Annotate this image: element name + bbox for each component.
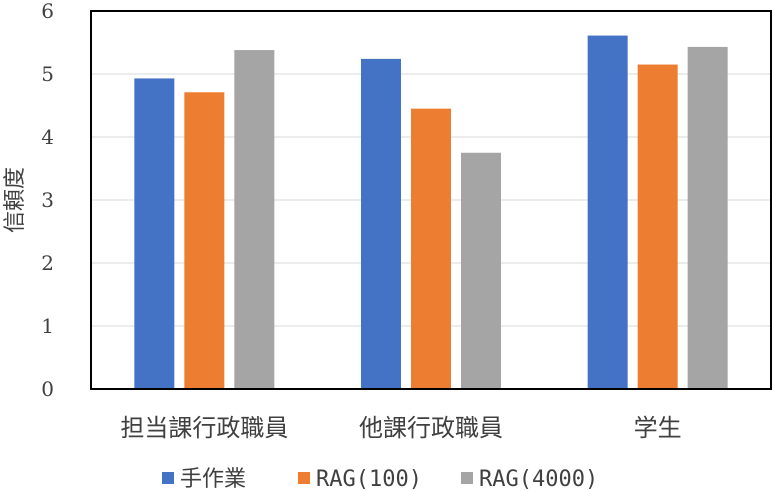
x-category-label: 他課行政職員 — [359, 414, 503, 442]
legend-item: RAG(100) — [298, 467, 422, 491]
y-tick-label: 6 — [41, 0, 54, 23]
legend-swatch — [298, 472, 310, 484]
bar — [687, 46, 728, 389]
bar — [461, 152, 501, 389]
legend-label: 手作業 — [180, 467, 246, 491]
legend-swatch — [461, 472, 473, 484]
y-tick-label: 3 — [41, 188, 54, 212]
x-category-labels: 担当課行政職員 他課行政職員 学生 — [120, 414, 681, 442]
legend-swatch — [162, 472, 174, 484]
legend-label: RAG(4000) — [479, 467, 598, 491]
legend-label: RAG(100) — [316, 467, 422, 491]
y-tick-label: 1 — [41, 314, 54, 338]
y-tick-label: 0 — [41, 377, 54, 401]
y-axis-label: 信頼度 — [3, 167, 28, 233]
bar — [637, 64, 678, 390]
x-category-label: 学生 — [634, 414, 682, 442]
y-tick-label: 2 — [41, 251, 54, 275]
bars — [134, 35, 728, 390]
legend-item: 手作業 — [162, 467, 246, 491]
bar — [411, 108, 451, 390]
legend-item: RAG(4000) — [461, 467, 598, 491]
bar — [234, 50, 275, 390]
plot-frame — [90, 10, 772, 390]
x-category-label: 担当課行政職員 — [120, 414, 288, 442]
bar — [184, 92, 225, 390]
bar — [361, 58, 401, 389]
bar — [587, 35, 628, 389]
bar — [134, 78, 175, 389]
legend: 手作業 RAG(100) RAG(4000) — [162, 467, 598, 491]
y-tick-label: 4 — [41, 125, 54, 149]
y-tick-labels: 0 1 2 3 4 5 6 — [41, 0, 54, 401]
y-tick-label: 5 — [41, 62, 54, 86]
